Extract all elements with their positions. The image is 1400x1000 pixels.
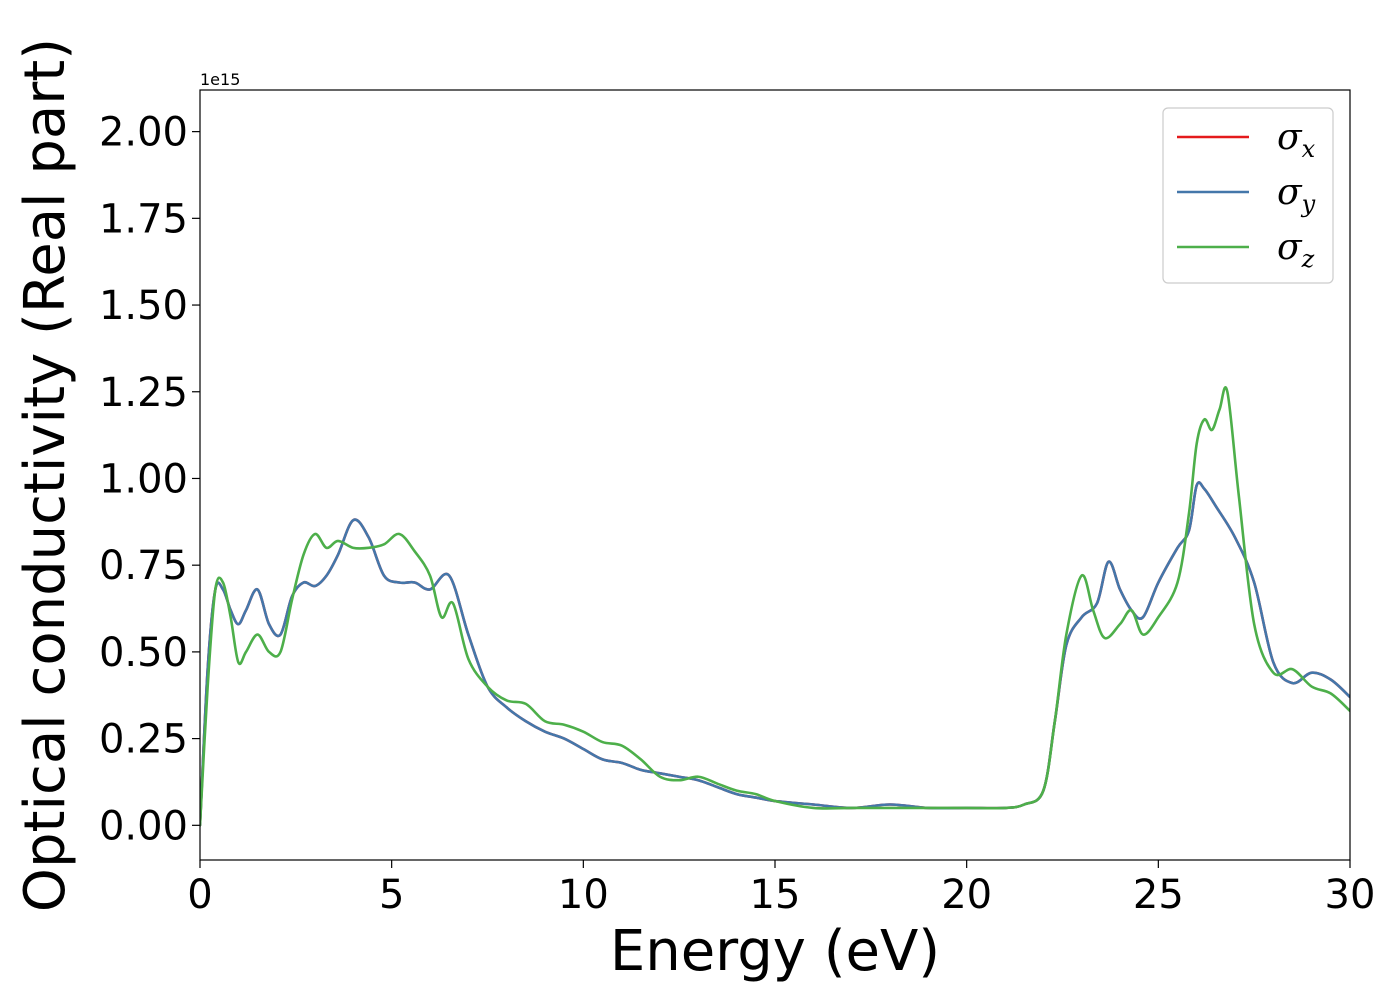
legend-symbol: σ bbox=[1277, 227, 1303, 268]
x-tick-label: 0 bbox=[187, 872, 212, 918]
x-tick-label: 5 bbox=[379, 872, 404, 918]
y-tick-label: 1.25 bbox=[99, 370, 188, 416]
y-tick-label: 0.00 bbox=[99, 803, 188, 849]
x-tick-label: 25 bbox=[1133, 872, 1184, 918]
legend-entry-y: σy bbox=[1277, 172, 1316, 218]
legend-frame bbox=[1162, 107, 1334, 284]
y-tick-label: 1.50 bbox=[99, 283, 188, 329]
y-axis-label: Optical conductivity (Real part) bbox=[13, 38, 78, 912]
legend-subscript: x bbox=[1302, 135, 1316, 163]
y-axis: 0.00 0.25 0.50 0.75 1.00 1.25 1.50 1.75 2.00 bbox=[99, 110, 200, 849]
legend-symbol: σ bbox=[1277, 172, 1303, 213]
x-tick-label: 20 bbox=[941, 872, 992, 918]
legend-entry-z: σz bbox=[1277, 227, 1315, 273]
x-tick-label: 10 bbox=[558, 872, 609, 918]
y-tick-label: 0.50 bbox=[99, 630, 188, 676]
legend-subscript: z bbox=[1301, 245, 1315, 273]
y-tick-label: 2.00 bbox=[99, 110, 188, 156]
y-tick-label: 1.00 bbox=[99, 456, 188, 502]
x-tick-label: 30 bbox=[1325, 872, 1376, 918]
legend-symbol: σ bbox=[1277, 117, 1303, 158]
series-layer bbox=[200, 386, 1350, 827]
y-tick-label: 1.75 bbox=[99, 196, 188, 242]
legend-entry-x: σx bbox=[1277, 117, 1316, 163]
y-tick-label: 0.25 bbox=[99, 717, 188, 763]
x-tick-label: 15 bbox=[750, 872, 801, 918]
x-axis-label: Energy (eV) bbox=[610, 919, 940, 984]
legend-subscript: y bbox=[1301, 190, 1316, 218]
x-axis: 0 5 10 15 20 25 30 bbox=[187, 860, 1375, 918]
y-offset-label: 1e15 bbox=[200, 70, 240, 89]
y-tick-label: 0.75 bbox=[99, 543, 188, 589]
series-line-z bbox=[200, 386, 1350, 827]
